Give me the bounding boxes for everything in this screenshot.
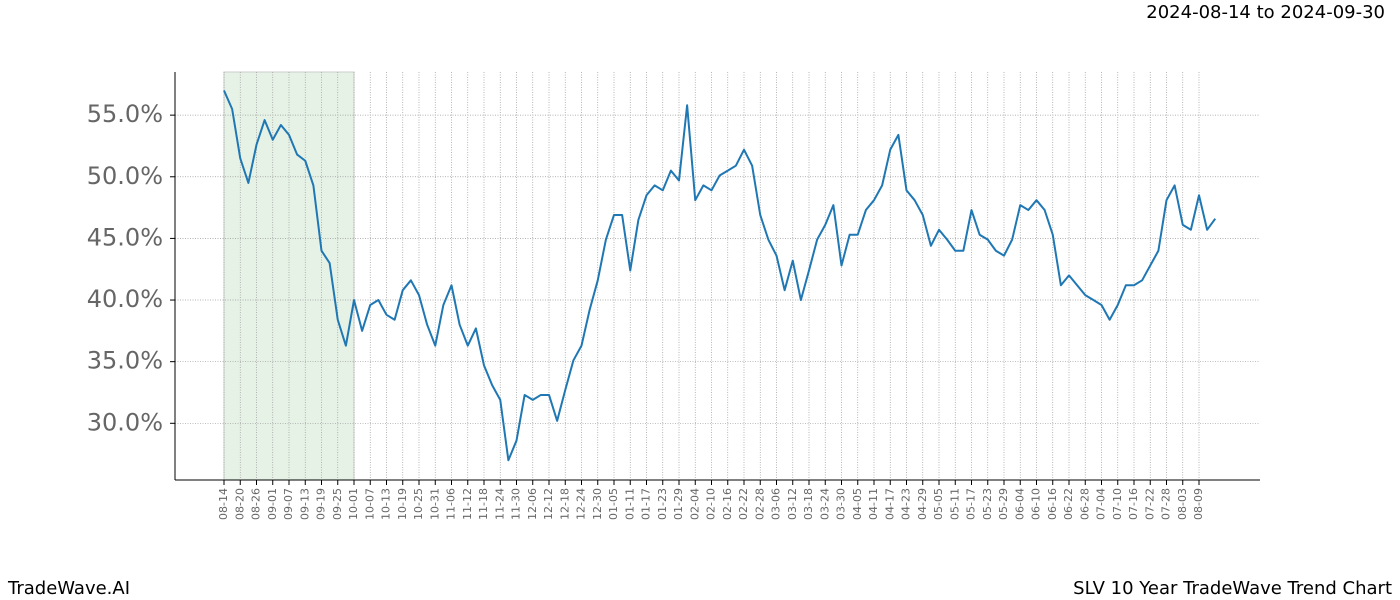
x-tick-label: 01-05 bbox=[607, 488, 620, 520]
y-tick-label: 30.0% bbox=[87, 408, 163, 436]
x-tick-label: 10-25 bbox=[412, 488, 425, 520]
x-tick-label: 03-18 bbox=[802, 488, 815, 520]
x-tick-label: 11-06 bbox=[445, 488, 458, 520]
highlight-band bbox=[223, 71, 355, 481]
x-tick-label: 02-10 bbox=[705, 488, 718, 520]
chart-title: 2024-08-14 to 2024-09-30 bbox=[1146, 2, 1385, 23]
x-tick-label: 01-11 bbox=[623, 488, 636, 520]
x-tick-label: 06-22 bbox=[1062, 488, 1075, 520]
x-tick-label: 05-05 bbox=[932, 488, 945, 520]
x-tick-label: 09-07 bbox=[282, 488, 295, 520]
x-tick-label: 09-01 bbox=[266, 488, 279, 520]
y-tick-label: 35.0% bbox=[87, 347, 163, 375]
x-tick-label: 12-18 bbox=[558, 488, 571, 520]
x-tick-label: 03-12 bbox=[786, 488, 799, 520]
y-tick-label: 45.0% bbox=[87, 223, 163, 251]
x-tick-label: 09-13 bbox=[298, 488, 311, 520]
x-tick-label: 07-10 bbox=[1111, 488, 1124, 520]
y-tick-label: 55.0% bbox=[87, 100, 163, 128]
x-tick-label: 08-14 bbox=[217, 488, 230, 520]
x-tick-label: 09-25 bbox=[331, 488, 344, 520]
x-tick-label: 08-09 bbox=[1192, 488, 1205, 520]
x-tick-label: 03-24 bbox=[818, 488, 831, 520]
x-tick-label: 11-12 bbox=[461, 488, 474, 520]
x-tick-label: 03-06 bbox=[770, 488, 783, 520]
x-tick-label: 10-13 bbox=[380, 488, 393, 520]
x-tick-label: 01-17 bbox=[640, 488, 653, 520]
x-tick-label: 10-19 bbox=[396, 488, 409, 520]
x-tick-label: 12-12 bbox=[542, 488, 555, 520]
x-tick-label: 07-28 bbox=[1160, 488, 1173, 520]
x-tick-label: 08-03 bbox=[1176, 488, 1189, 520]
x-tick-label: 04-29 bbox=[916, 488, 929, 520]
x-tick-label: 10-31 bbox=[428, 488, 441, 520]
x-tick-label: 10-07 bbox=[363, 488, 376, 520]
x-tick-label: 04-05 bbox=[851, 488, 864, 520]
x-tick-label: 04-17 bbox=[883, 488, 896, 520]
x-tick-label: 08-26 bbox=[250, 488, 263, 520]
x-tick-label: 07-22 bbox=[1143, 488, 1156, 520]
x-tick-label: 09-19 bbox=[315, 488, 328, 520]
x-tick-label: 01-23 bbox=[656, 488, 669, 520]
x-tick-label: 12-30 bbox=[591, 488, 604, 520]
x-tick-label: 04-23 bbox=[900, 488, 913, 520]
x-tick-label: 06-10 bbox=[1030, 488, 1043, 520]
x-tick-label: 05-11 bbox=[948, 488, 961, 520]
x-tick-label: 05-29 bbox=[997, 488, 1010, 520]
footer-right: SLV 10 Year TradeWave Trend Chart bbox=[1073, 578, 1392, 599]
y-tick-label: 50.0% bbox=[87, 162, 163, 190]
trend-line bbox=[223, 90, 1217, 462]
x-tick-label: 06-16 bbox=[1046, 488, 1059, 520]
x-tick-label: 06-04 bbox=[1013, 488, 1026, 520]
x-tick-label: 02-28 bbox=[753, 488, 766, 520]
x-tick-label: 07-16 bbox=[1127, 488, 1140, 520]
x-tick-label: 12-24 bbox=[575, 488, 588, 520]
footer-left: TradeWave.AI bbox=[7, 578, 130, 599]
x-tick-label: 03-30 bbox=[835, 488, 848, 520]
x-tick-label: 08-20 bbox=[233, 488, 246, 520]
x-tick-label: 12-06 bbox=[526, 488, 539, 520]
x-tick-label: 07-04 bbox=[1095, 488, 1108, 520]
x-tick-label: 05-17 bbox=[965, 488, 978, 520]
x-tick-label: 10-01 bbox=[347, 488, 360, 520]
x-tick-label: 11-24 bbox=[493, 488, 506, 520]
x-tick-label: 02-16 bbox=[721, 488, 734, 520]
x-tick-label: 06-28 bbox=[1078, 488, 1091, 520]
x-tick-label: 01-29 bbox=[672, 488, 685, 520]
x-tick-label: 11-18 bbox=[477, 488, 490, 520]
x-tick-label: 11-30 bbox=[510, 488, 523, 520]
x-tick-label: 02-04 bbox=[688, 488, 701, 520]
x-tick-label: 02-22 bbox=[737, 488, 750, 520]
x-tick-label: 05-23 bbox=[981, 488, 994, 520]
y-tick-label: 40.0% bbox=[87, 285, 163, 313]
x-tick-label: 04-11 bbox=[867, 488, 880, 520]
